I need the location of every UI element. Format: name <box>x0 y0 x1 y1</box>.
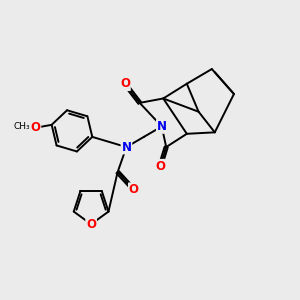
Text: O: O <box>155 160 165 173</box>
Text: CH₃: CH₃ <box>14 122 31 131</box>
Text: N: N <box>157 120 167 133</box>
Text: O: O <box>129 183 139 196</box>
Text: N: N <box>122 141 131 154</box>
Text: O: O <box>31 121 40 134</box>
Text: O: O <box>86 218 96 231</box>
Text: O: O <box>120 77 130 90</box>
